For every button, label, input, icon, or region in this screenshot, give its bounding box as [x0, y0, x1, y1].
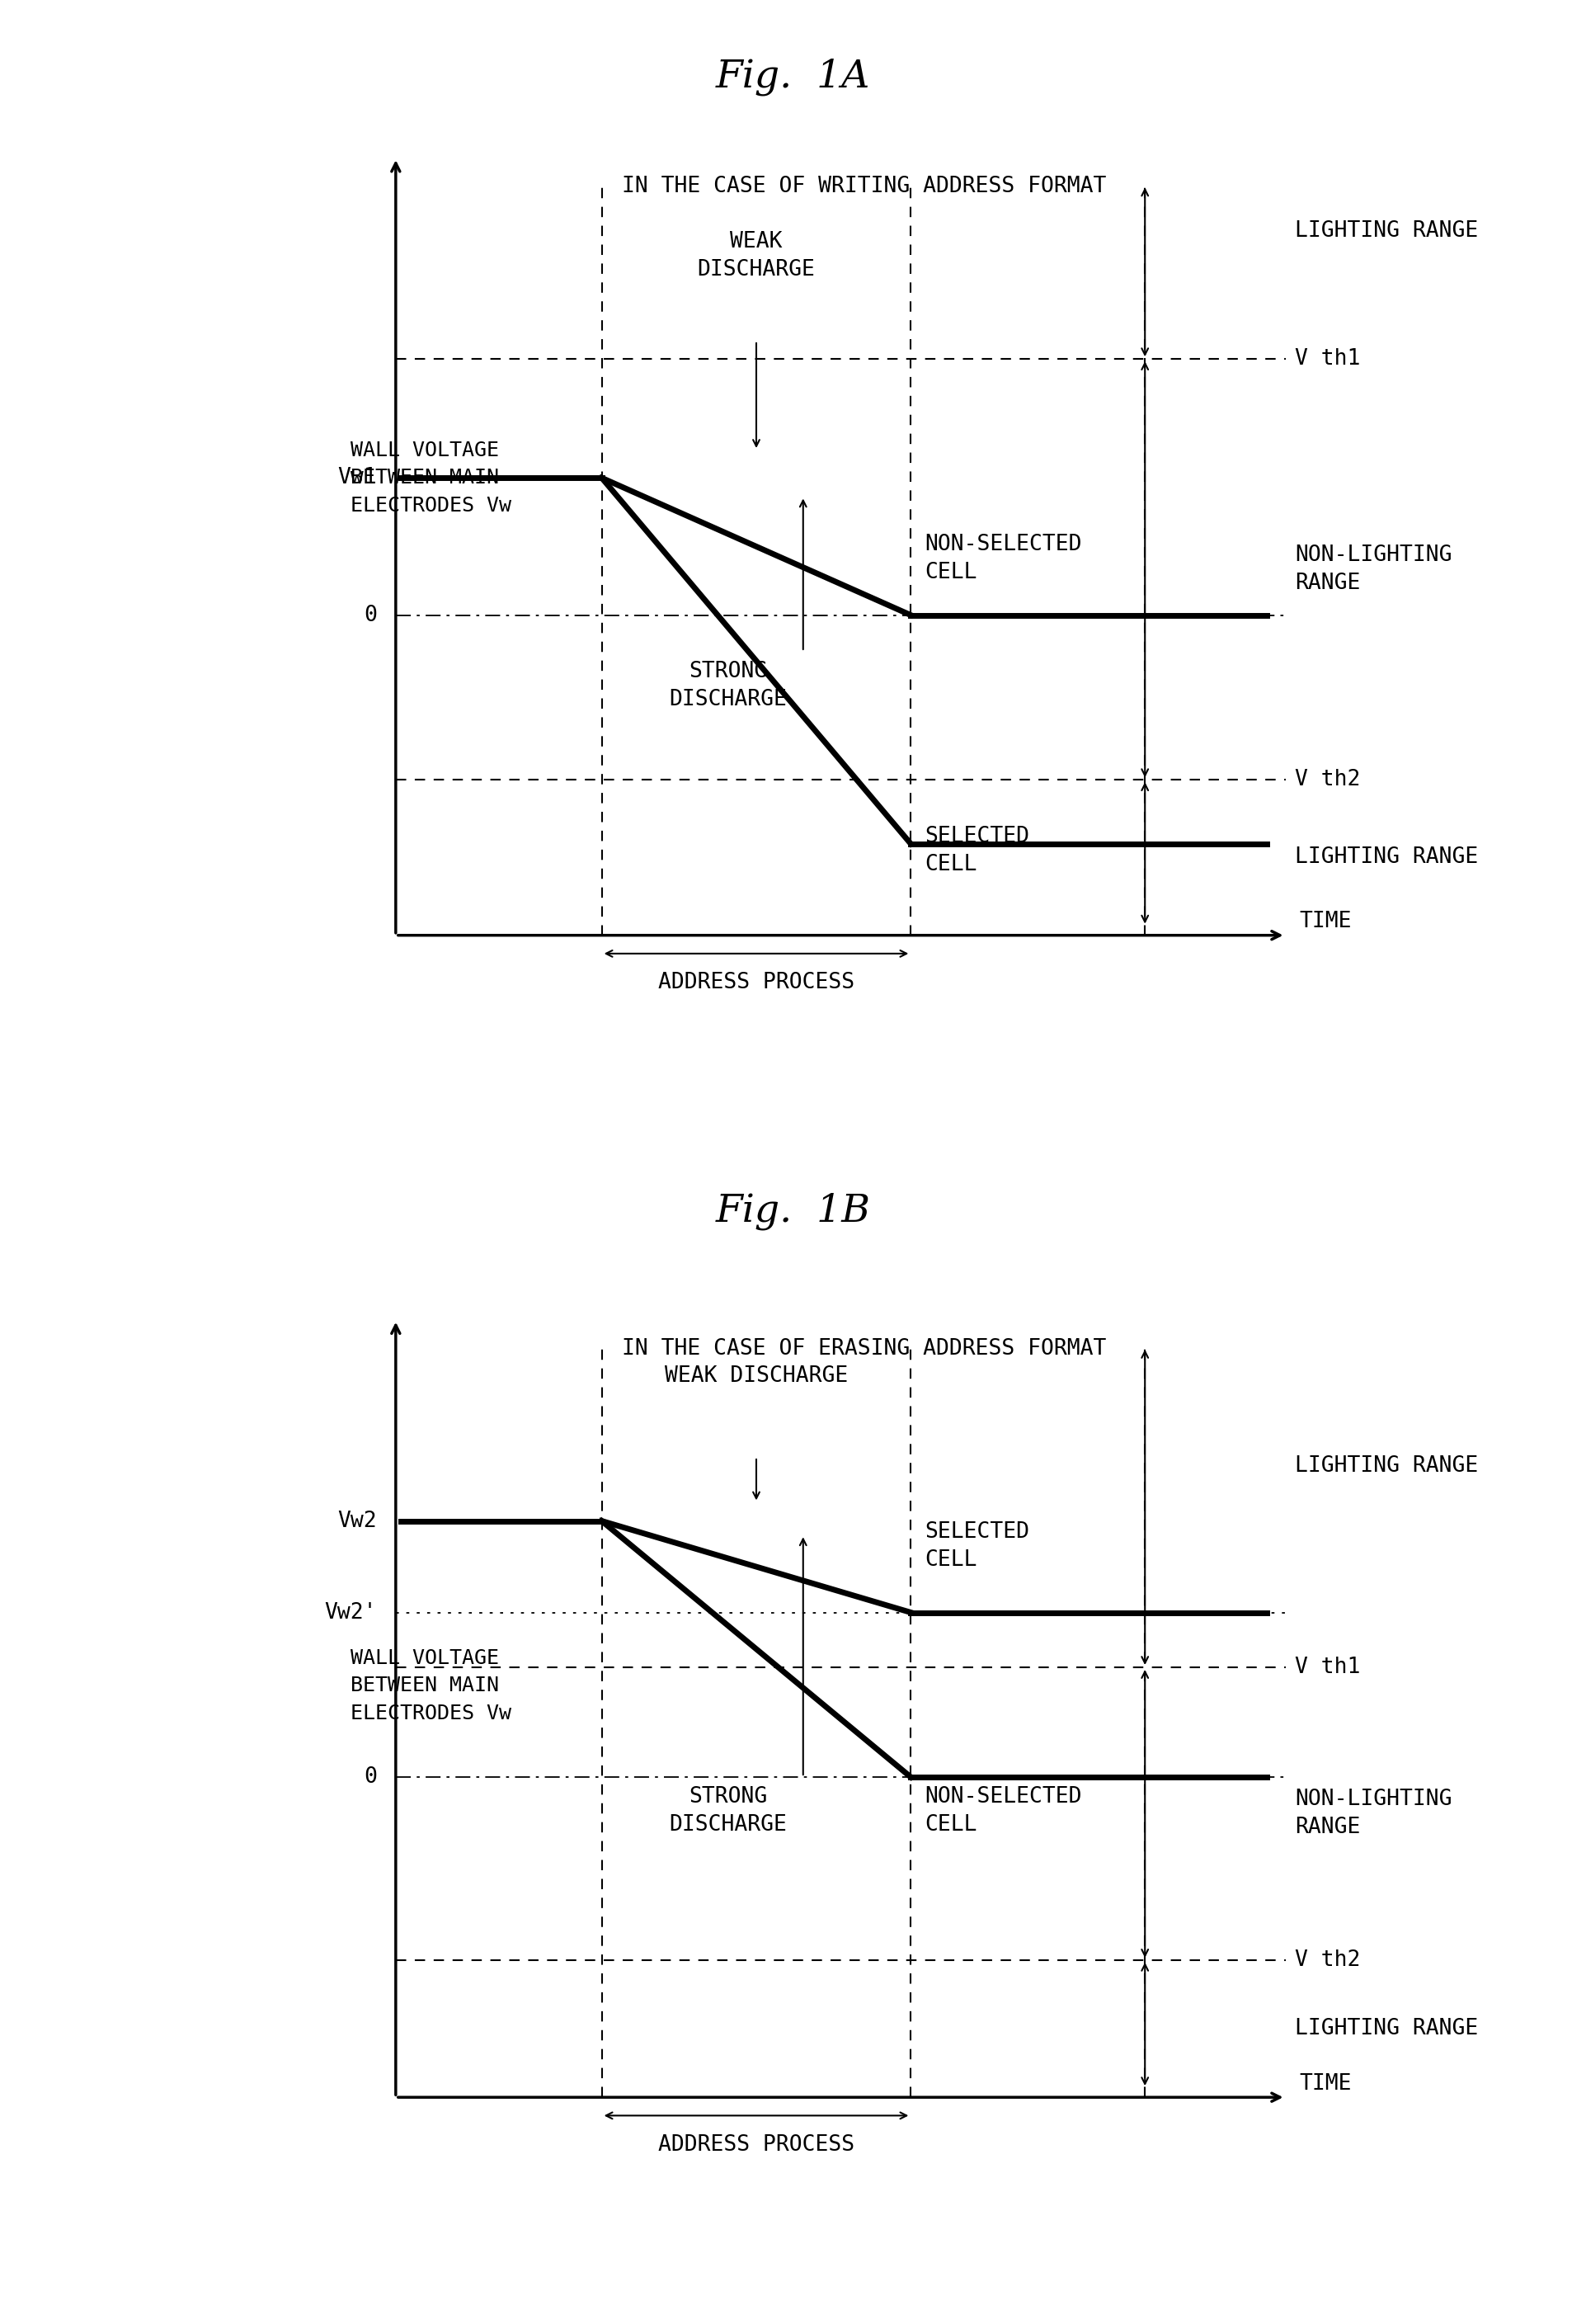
Text: NON-SELECTED
CELL: NON-SELECTED CELL	[925, 1787, 1082, 1836]
Text: ADDRESS PROCESS: ADDRESS PROCESS	[658, 2133, 855, 2154]
Text: TIME: TIME	[1299, 911, 1351, 932]
Text: Vw1: Vw1	[338, 467, 377, 488]
Text: LIGHTING RANGE: LIGHTING RANGE	[1294, 846, 1478, 869]
Text: WALL VOLTAGE
BETWEEN MAIN
ELECTRODES Vw: WALL VOLTAGE BETWEEN MAIN ELECTRODES Vw	[351, 1648, 512, 1722]
Text: V th2: V th2	[1294, 1950, 1361, 1971]
Text: IN THE CASE OF ERASING ADDRESS FORMAT: IN THE CASE OF ERASING ADDRESS FORMAT	[622, 1339, 1105, 1360]
Text: V th1: V th1	[1294, 349, 1361, 370]
Text: ADDRESS PROCESS: ADDRESS PROCESS	[658, 971, 855, 992]
Text: V th1: V th1	[1294, 1657, 1361, 1678]
Text: LIGHTING RANGE: LIGHTING RANGE	[1294, 221, 1478, 242]
Text: Fig.  1A: Fig. 1A	[715, 58, 871, 95]
Text: WEAK DISCHARGE: WEAK DISCHARGE	[665, 1367, 849, 1387]
Text: NON-LIGHTING
RANGE: NON-LIGHTING RANGE	[1294, 544, 1451, 595]
Text: V th2: V th2	[1294, 769, 1361, 790]
Text: IN THE CASE OF WRITING ADDRESS FORMAT: IN THE CASE OF WRITING ADDRESS FORMAT	[622, 177, 1105, 198]
Text: Fig.  1B: Fig. 1B	[715, 1192, 871, 1229]
Text: LIGHTING RANGE: LIGHTING RANGE	[1294, 2017, 1478, 2040]
Text: WALL VOLTAGE
BETWEEN MAIN
ELECTRODES Vw: WALL VOLTAGE BETWEEN MAIN ELECTRODES Vw	[351, 439, 512, 516]
Text: STRONG
DISCHARGE: STRONG DISCHARGE	[669, 1787, 787, 1836]
Text: 0: 0	[363, 1766, 377, 1787]
Text: NON-SELECTED
CELL: NON-SELECTED CELL	[925, 535, 1082, 583]
Text: Vw2: Vw2	[338, 1511, 377, 1532]
Text: NON-LIGHTING
RANGE: NON-LIGHTING RANGE	[1294, 1789, 1451, 1838]
Text: LIGHTING RANGE: LIGHTING RANGE	[1294, 1455, 1478, 1476]
Text: SELECTED
CELL: SELECTED CELL	[925, 825, 1029, 876]
Text: TIME: TIME	[1299, 2073, 1351, 2094]
Text: Vw2': Vw2'	[325, 1601, 377, 1622]
Text: WEAK
DISCHARGE: WEAK DISCHARGE	[698, 230, 815, 281]
Text: SELECTED
CELL: SELECTED CELL	[925, 1520, 1029, 1571]
Text: STRONG
DISCHARGE: STRONG DISCHARGE	[669, 660, 787, 711]
Text: 0: 0	[363, 604, 377, 625]
